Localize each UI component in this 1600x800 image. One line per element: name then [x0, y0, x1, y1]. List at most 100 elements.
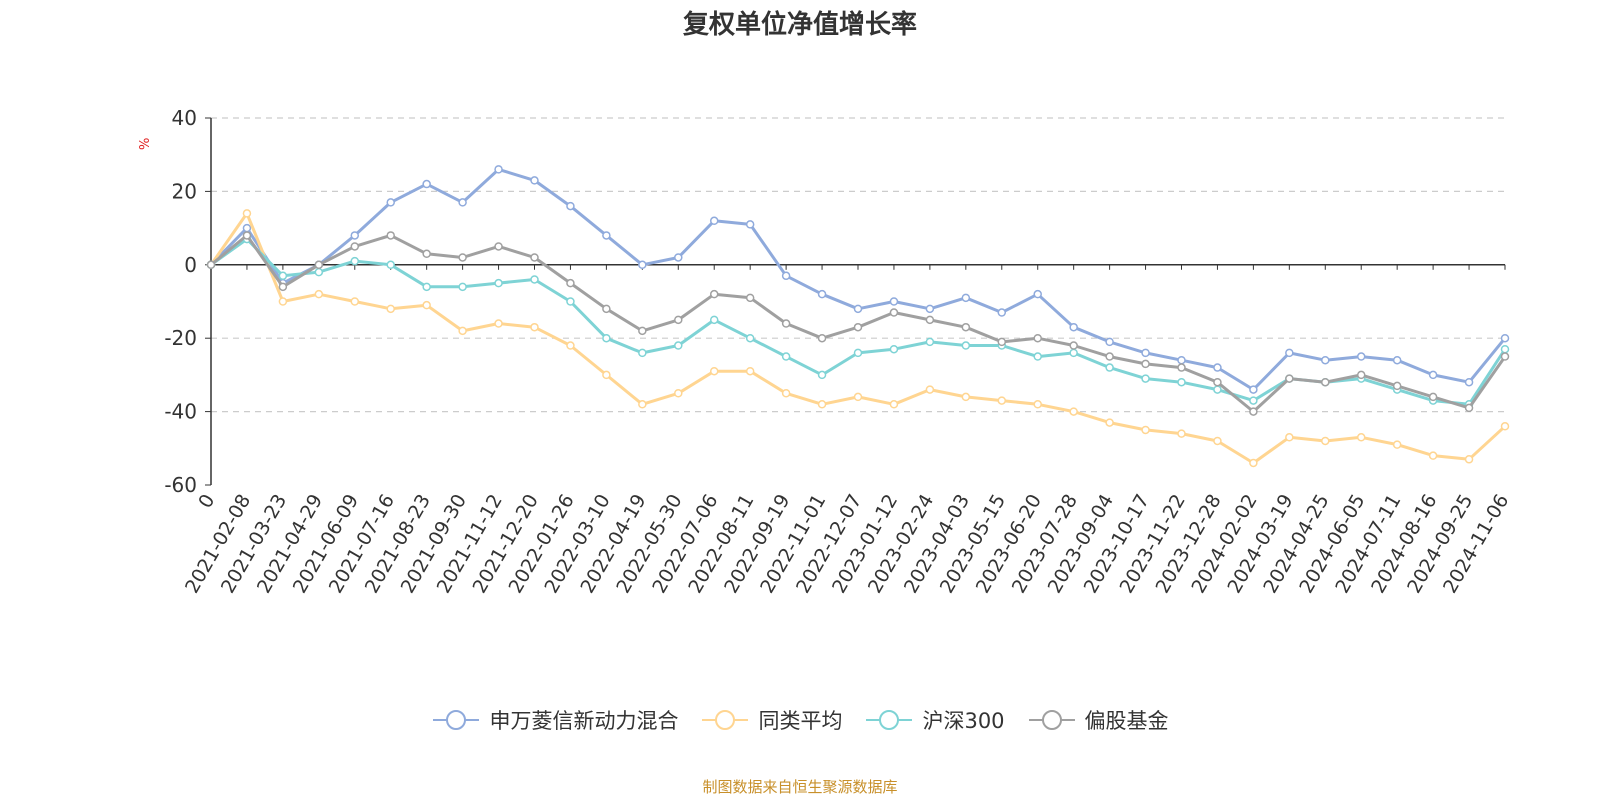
series-3-point — [530, 275, 539, 284]
series-1-point — [1321, 355, 1330, 365]
series-2-point — [781, 389, 791, 398]
legend-item-3[interactable]: 沪深300 — [864, 705, 1005, 735]
series-1-point — [1213, 363, 1222, 372]
chart-title: 复权单位净值增长率 — [682, 10, 917, 40]
series-4-point — [638, 326, 647, 336]
series-4-point — [1249, 407, 1258, 416]
series-1-point — [997, 308, 1007, 317]
series-1-point — [1500, 333, 1510, 343]
series-4-point — [1356, 370, 1366, 380]
series-3-point — [961, 341, 971, 350]
legend-item-1[interactable]: 申万菱信新动力混合 — [431, 705, 678, 735]
series-1-point — [242, 223, 252, 233]
series-2-point — [1033, 400, 1042, 409]
series-3-point — [1213, 385, 1222, 394]
series-3-point — [781, 352, 791, 361]
series-2-point — [1069, 407, 1078, 416]
y-tick-label: 20 — [172, 179, 197, 203]
series-3-point — [602, 333, 611, 343]
series-4-point — [961, 322, 971, 332]
legend: 申万菱信新动力混合 同类平均 沪深300 偏股基金 — [0, 705, 1600, 735]
series-4-point — [709, 289, 719, 299]
series-1-point — [1141, 348, 1150, 358]
series-3-point — [1500, 344, 1510, 354]
series-4-point — [1285, 374, 1294, 383]
series-2-point — [242, 209, 252, 218]
series-3-point — [278, 271, 288, 281]
series-4-point — [206, 260, 216, 270]
series-line-2 — [209, 211, 1507, 465]
series-4-point — [602, 304, 611, 314]
series-4-point — [458, 253, 467, 262]
series-1-point — [638, 260, 647, 270]
series-3-point — [422, 282, 431, 292]
series-3-point — [853, 348, 863, 358]
series-1-point — [781, 271, 791, 281]
legend-label: 同类平均 — [758, 709, 843, 733]
series-2-point — [817, 400, 827, 409]
series-2-point — [1285, 433, 1294, 442]
series-3-point — [745, 333, 755, 343]
series-4-point — [1069, 341, 1078, 350]
series-1-point — [889, 297, 899, 306]
series-3-point — [1177, 377, 1186, 387]
legend-marker-icon — [702, 710, 749, 730]
legend-item-4[interactable]: 偏股基金 — [1027, 705, 1169, 735]
series-3-point — [386, 260, 395, 270]
series-4-point — [422, 249, 431, 259]
series-1-point — [1069, 322, 1078, 332]
series-2-point — [1500, 422, 1510, 431]
series-3-point — [889, 344, 899, 354]
series-2-point — [350, 297, 360, 306]
series-1-point — [674, 253, 683, 262]
series-1-point — [1033, 289, 1042, 299]
y-tick-label: -40 — [164, 400, 197, 424]
series-3-point — [1105, 363, 1114, 372]
series-2-point — [422, 300, 431, 310]
series-2-point — [961, 392, 971, 402]
series-1-point — [422, 179, 431, 189]
legend-label: 申万菱信新动力混合 — [489, 709, 679, 733]
series-2-point — [1428, 451, 1438, 460]
series-1-point — [1428, 370, 1438, 380]
series-4-point — [925, 315, 935, 325]
series-3-point — [314, 267, 324, 277]
series-4-point — [817, 333, 827, 343]
legend-item-2[interactable]: 同类平均 — [700, 705, 842, 735]
series-1-point — [745, 220, 755, 229]
series-4-point — [242, 231, 252, 240]
series-2-point — [278, 297, 288, 306]
series-1-point — [1356, 352, 1366, 361]
series-3-point — [350, 256, 360, 266]
series-1-point — [566, 201, 575, 211]
series-4-point — [1213, 377, 1222, 387]
series-3-point — [458, 282, 467, 292]
series-2-point — [925, 385, 935, 394]
line-chart: 40200-20-40-6002021-02-082021-03-232021-… — [164, 106, 1513, 597]
series-4-point — [1500, 352, 1510, 361]
legend-marker-icon — [1028, 710, 1075, 730]
series-2-point — [1141, 425, 1150, 435]
series-1-point — [458, 198, 467, 207]
y-tick-label: -60 — [164, 473, 197, 497]
series-4-point — [1321, 377, 1330, 387]
series-4-point — [1105, 352, 1114, 361]
series-3-point — [674, 341, 683, 350]
series-4-point — [1464, 403, 1474, 413]
series-2-point — [602, 370, 611, 380]
series-2-point — [386, 304, 395, 314]
series-1-point — [1464, 377, 1474, 387]
series-4-point — [1141, 359, 1150, 369]
series-4-point — [386, 231, 395, 240]
series-4-point — [1033, 333, 1042, 343]
series-2-point — [1464, 455, 1474, 464]
series-4-point — [1177, 363, 1186, 372]
series-4-point — [997, 337, 1007, 347]
series-3-point — [817, 370, 827, 380]
y-tick-label: -20 — [164, 326, 197, 350]
legend-label: 偏股基金 — [1084, 709, 1169, 733]
series-4-point — [674, 315, 683, 325]
series-2-point — [997, 396, 1007, 405]
y-tick-label: 0 — [184, 253, 197, 277]
series-1-point — [602, 231, 611, 240]
